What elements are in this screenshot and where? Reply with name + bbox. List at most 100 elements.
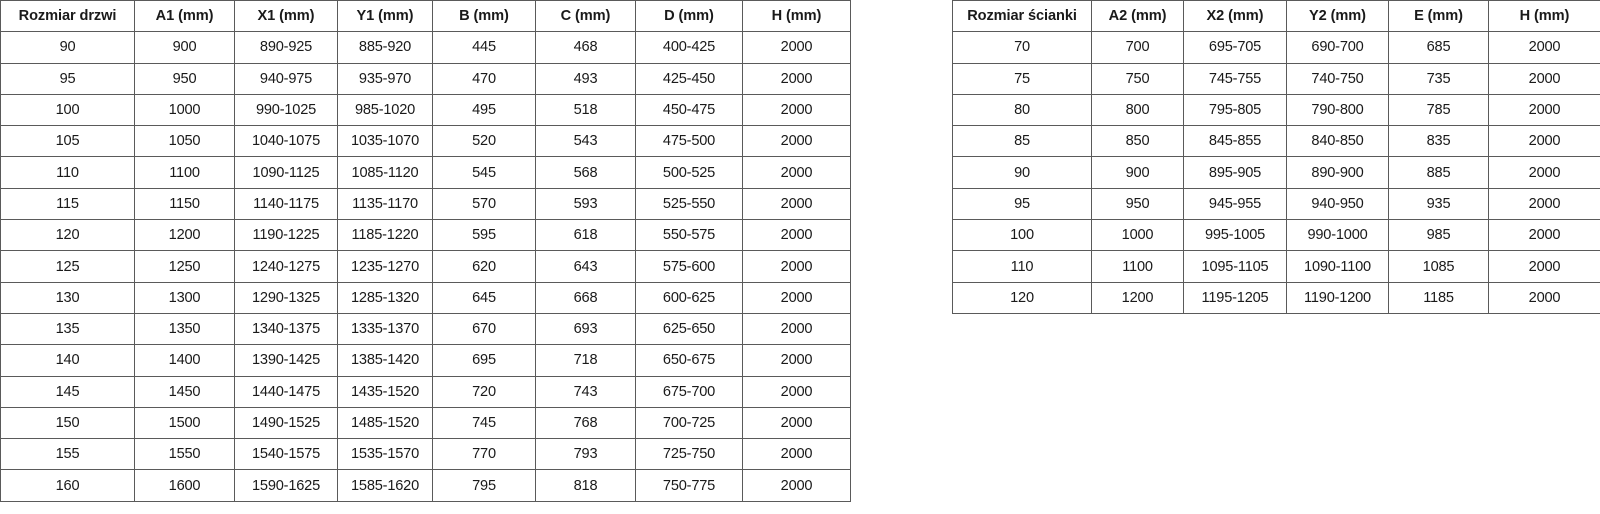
doors-cell: 525-550 (635, 187, 743, 221)
doors-column-header: B (mm) (432, 0, 536, 33)
walls-cell: 700 (1091, 31, 1184, 64)
doors-column-header: Rozmiar drzwi (0, 0, 135, 33)
doors-table-row: 90 900 890-925 885-920 445 468 400-425 2000 (0, 31, 851, 64)
walls-cell: 2000 (1488, 31, 1600, 64)
doors-column-header: C (mm) (535, 0, 636, 33)
doors-cell: 1340-1375 (234, 312, 338, 346)
doors-cell: 620 (432, 250, 536, 283)
doors-cell: 643 (535, 250, 636, 283)
walls-column-header: X2 (mm) (1183, 0, 1287, 33)
doors-cell: 115 (0, 187, 135, 221)
doors-cell: 745 (432, 406, 536, 440)
walls-column-header: A2 (mm) (1091, 0, 1184, 33)
doors-cell: 155 (0, 438, 135, 471)
walls-cell: 885 (1388, 156, 1489, 189)
walls-table-row: 90 900 895-905 890-900 885 2000 (952, 156, 1600, 189)
doors-cell: 575-600 (635, 250, 743, 283)
walls-cell: 740-750 (1286, 62, 1389, 95)
doors-cell: 1590-1625 (234, 469, 338, 502)
doors-column-header: Y1 (mm) (337, 0, 433, 33)
walls-cell: 790-800 (1286, 93, 1389, 127)
walls-cell: 1000 (1091, 219, 1184, 252)
doors-cell: 1090-1125 (234, 156, 338, 189)
doors-cell: 950 (134, 62, 235, 95)
walls-cell: 75 (952, 62, 1092, 95)
doors-cell: 1200 (134, 219, 235, 252)
doors-cell: 770 (432, 438, 536, 471)
doors-column-header: X1 (mm) (234, 0, 338, 33)
doors-cell: 1085-1120 (337, 156, 433, 189)
doors-cell: 518 (535, 93, 636, 127)
walls-cell: 95 (952, 187, 1092, 221)
doors-table-row: 110 1100 1090-1125 1085-1120 545 568 500-525 20… (0, 156, 851, 189)
doors-cell: 1235-1270 (337, 250, 433, 283)
walls-table-row: 75 750 745-755 740-750 735 2000 (952, 62, 1600, 95)
walls-cell: 950 (1091, 187, 1184, 221)
doors-cell: 450-475 (635, 93, 743, 127)
doors-cell: 593 (535, 187, 636, 221)
walls-cell: 795-805 (1183, 93, 1287, 127)
doors-cell: 725-750 (635, 438, 743, 471)
doors-table-row: 140 1400 1390-1425 1385-1420 695 718 650-675 20… (0, 344, 851, 377)
doors-cell: 2000 (742, 344, 851, 377)
doors-cell: 1585-1620 (337, 469, 433, 502)
doors-cell: 2000 (742, 281, 851, 314)
doors-cell: 1000 (134, 93, 235, 127)
walls-table-row: 85 850 845-855 840-850 835 2000 (952, 125, 1600, 158)
walls-column-header: Y2 (mm) (1286, 0, 1389, 33)
walls-cell: 745-755 (1183, 62, 1287, 95)
doors-cell: 1350 (134, 312, 235, 346)
doors-cell: 1400 (134, 344, 235, 377)
doors-cell: 1440-1475 (234, 375, 338, 408)
walls-cell: 110 (952, 250, 1092, 283)
doors-table-row: 135 1350 1340-1375 1335-1370 670 693 625-650 20… (0, 312, 851, 346)
doors-cell: 568 (535, 156, 636, 189)
doors-header-row: Rozmiar drzwi A1 (mm) X1 (mm) Y1 (mm) B (mm)… (0, 0, 851, 33)
doors-cell: 1140-1175 (234, 187, 338, 221)
walls-spec-table: Rozmiar ścianki A2 (mm) X2 (mm) Y2 (mm) E (m… (952, 0, 1600, 314)
doors-cell: 130 (0, 281, 135, 314)
walls-cell: 1085 (1388, 250, 1489, 283)
doors-cell: 2000 (742, 156, 851, 189)
walls-cell: 2000 (1488, 281, 1600, 314)
doors-cell: 120 (0, 219, 135, 252)
doors-cell: 940-975 (234, 62, 338, 95)
doors-cell: 595 (432, 219, 536, 252)
doors-cell: 2000 (742, 312, 851, 346)
walls-header-row: Rozmiar ścianki A2 (mm) X2 (mm) Y2 (mm) E (m… (952, 0, 1600, 33)
doors-cell: 693 (535, 312, 636, 346)
walls-cell: 985 (1388, 219, 1489, 252)
doors-cell: 625-650 (635, 312, 743, 346)
doors-cell: 1035-1070 (337, 125, 433, 158)
doors-cell: 1185-1220 (337, 219, 433, 252)
walls-table-row: 70 700 695-705 690-700 685 2000 (952, 31, 1600, 64)
doors-cell: 95 (0, 62, 135, 95)
doors-cell: 718 (535, 344, 636, 377)
walls-cell: 895-905 (1183, 156, 1287, 189)
walls-cell: 1090-1100 (1286, 250, 1389, 283)
doors-table-row: 105 1050 1040-1075 1035-1070 520 543 475-500 20… (0, 125, 851, 158)
walls-cell: 1190-1200 (1286, 281, 1389, 314)
doors-cell: 105 (0, 125, 135, 158)
doors-cell: 2000 (742, 438, 851, 471)
walls-table-head: Rozmiar ścianki A2 (mm) X2 (mm) Y2 (mm) E (m… (952, 0, 1600, 33)
doors-cell: 520 (432, 125, 536, 158)
doors-column-header: D (mm) (635, 0, 743, 33)
walls-cell: 2000 (1488, 125, 1600, 158)
doors-column-header: A1 (mm) (134, 0, 235, 33)
doors-cell: 545 (432, 156, 536, 189)
walls-cell: 840-850 (1286, 125, 1389, 158)
walls-cell: 940-950 (1286, 187, 1389, 221)
doors-cell: 493 (535, 62, 636, 95)
doors-table-row: 160 1600 1590-1625 1585-1620 795 818 750-775 20… (0, 469, 851, 502)
doors-cell: 1300 (134, 281, 235, 314)
walls-cell: 945-955 (1183, 187, 1287, 221)
doors-cell: 2000 (742, 406, 851, 440)
walls-cell: 750 (1091, 62, 1184, 95)
doors-cell: 2000 (742, 219, 851, 252)
walls-cell: 890-900 (1286, 156, 1389, 189)
doors-cell: 2000 (742, 93, 851, 127)
doors-table-row: 115 1150 1140-1175 1135-1170 570 593 525-550 20… (0, 187, 851, 221)
walls-cell: 120 (952, 281, 1092, 314)
walls-cell: 2000 (1488, 219, 1600, 252)
